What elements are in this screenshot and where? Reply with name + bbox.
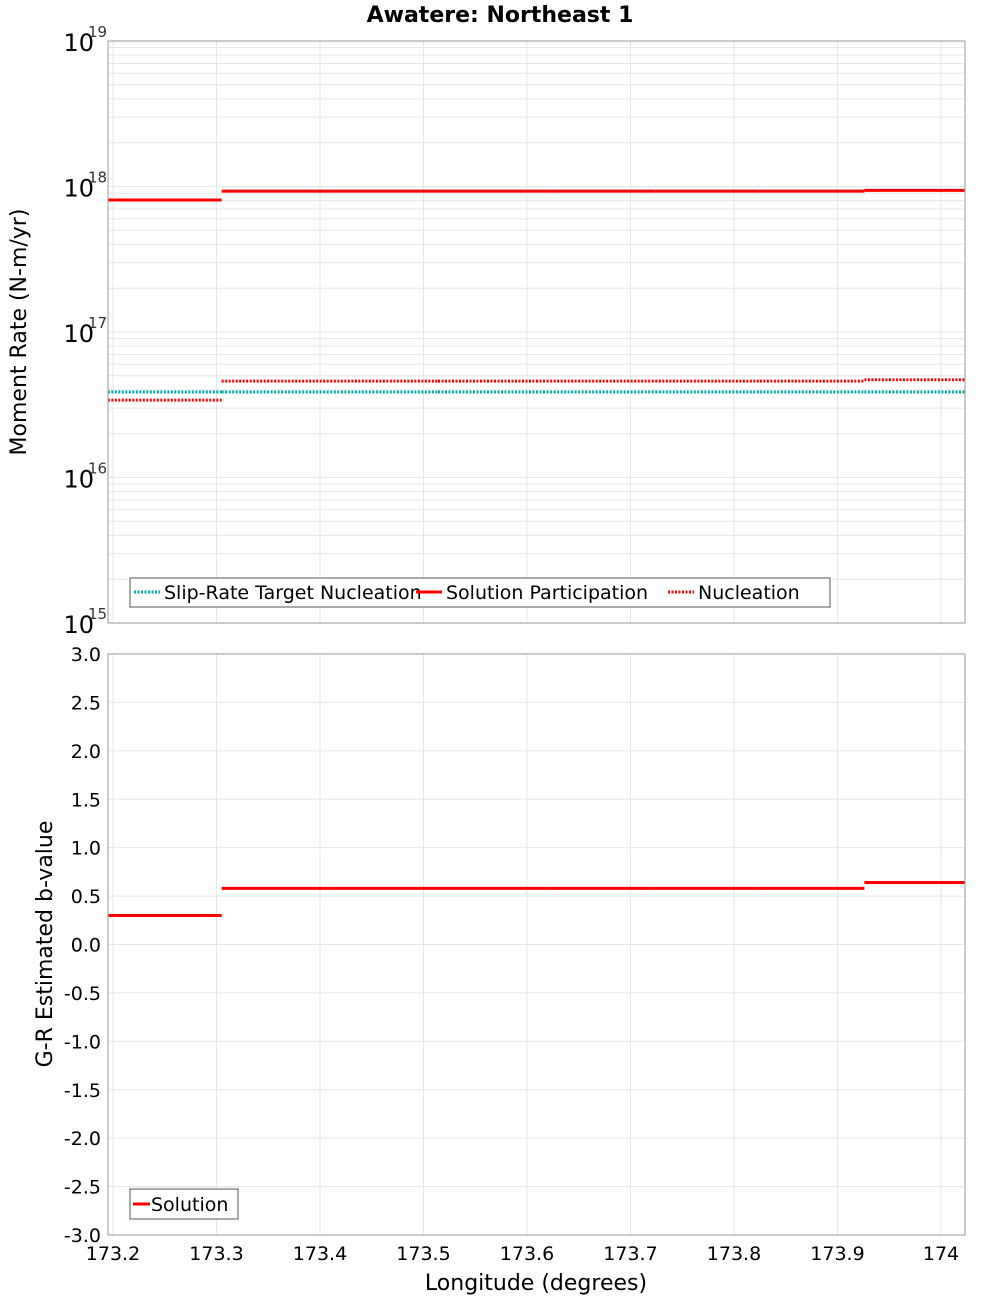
top-plot-border bbox=[107, 40, 966, 624]
x-tick-label: 173.5 bbox=[396, 1243, 450, 1265]
y-tick-label: -3.0 bbox=[64, 1225, 101, 1247]
x-tick-label: 173.6 bbox=[500, 1243, 554, 1265]
legend-label: Slip-Rate Target Nucleation bbox=[164, 582, 422, 604]
y-tick-label: 1.0 bbox=[71, 838, 101, 860]
y-tick-label: 10 bbox=[63, 29, 94, 57]
y-tick-exponent: 16 bbox=[88, 460, 107, 478]
xlabel: Longitude (degrees) bbox=[425, 1271, 647, 1296]
y-tick-label: 2.5 bbox=[71, 692, 101, 714]
bottom-plot-border bbox=[107, 653, 966, 1236]
top-ylabel: Moment Rate (N-m/yr) bbox=[7, 209, 32, 456]
y-tick-label: 10 bbox=[63, 175, 94, 203]
y-tick-label: -1.5 bbox=[64, 1080, 101, 1102]
y-tick-label: 3.0 bbox=[71, 644, 101, 666]
x-tick-label: 173.9 bbox=[810, 1243, 864, 1265]
y-tick-label: 0.0 bbox=[71, 935, 101, 957]
y-tick-exponent: 19 bbox=[88, 23, 107, 41]
y-tick-exponent: 17 bbox=[88, 314, 107, 332]
y-tick-exponent: 18 bbox=[88, 169, 107, 187]
x-tick-label: 174 bbox=[923, 1243, 959, 1265]
chart-title: Awatere: Northeast 1 bbox=[367, 3, 634, 28]
y-tick-label: -0.5 bbox=[64, 983, 101, 1005]
x-tick-label: 173.4 bbox=[293, 1243, 347, 1265]
x-tick-label: 173.7 bbox=[603, 1243, 657, 1265]
legend-label: Solution Participation bbox=[446, 582, 648, 604]
y-tick-label: -1.0 bbox=[64, 1031, 101, 1053]
y-tick-label: 10 bbox=[63, 611, 94, 639]
bottom-ylabel: G-R Estimated b-value bbox=[33, 821, 58, 1068]
bottom-legend: Solution bbox=[129, 1188, 239, 1220]
legend-label: Solution bbox=[151, 1194, 228, 1216]
y-tick-label: 10 bbox=[63, 466, 94, 494]
top-legend: Slip-Rate Target Nucleation Solution Part… bbox=[129, 577, 831, 608]
legend-box bbox=[129, 577, 831, 608]
x-tick-label: 173.2 bbox=[86, 1243, 140, 1265]
y-tick-label: 1.5 bbox=[71, 789, 101, 811]
y-tick-label: 2.0 bbox=[71, 741, 101, 763]
y-tick-label: 0.5 bbox=[71, 886, 101, 908]
y-tick-label: -2.5 bbox=[64, 1177, 101, 1199]
x-tick-label: 173.8 bbox=[707, 1243, 761, 1265]
legend-label: Nucleation bbox=[698, 582, 800, 604]
y-tick-exponent: 15 bbox=[88, 605, 107, 623]
y-tick-label: -2.0 bbox=[64, 1128, 101, 1150]
x-tick-label: 173.3 bbox=[189, 1243, 243, 1265]
y-tick-label: 10 bbox=[63, 320, 94, 348]
